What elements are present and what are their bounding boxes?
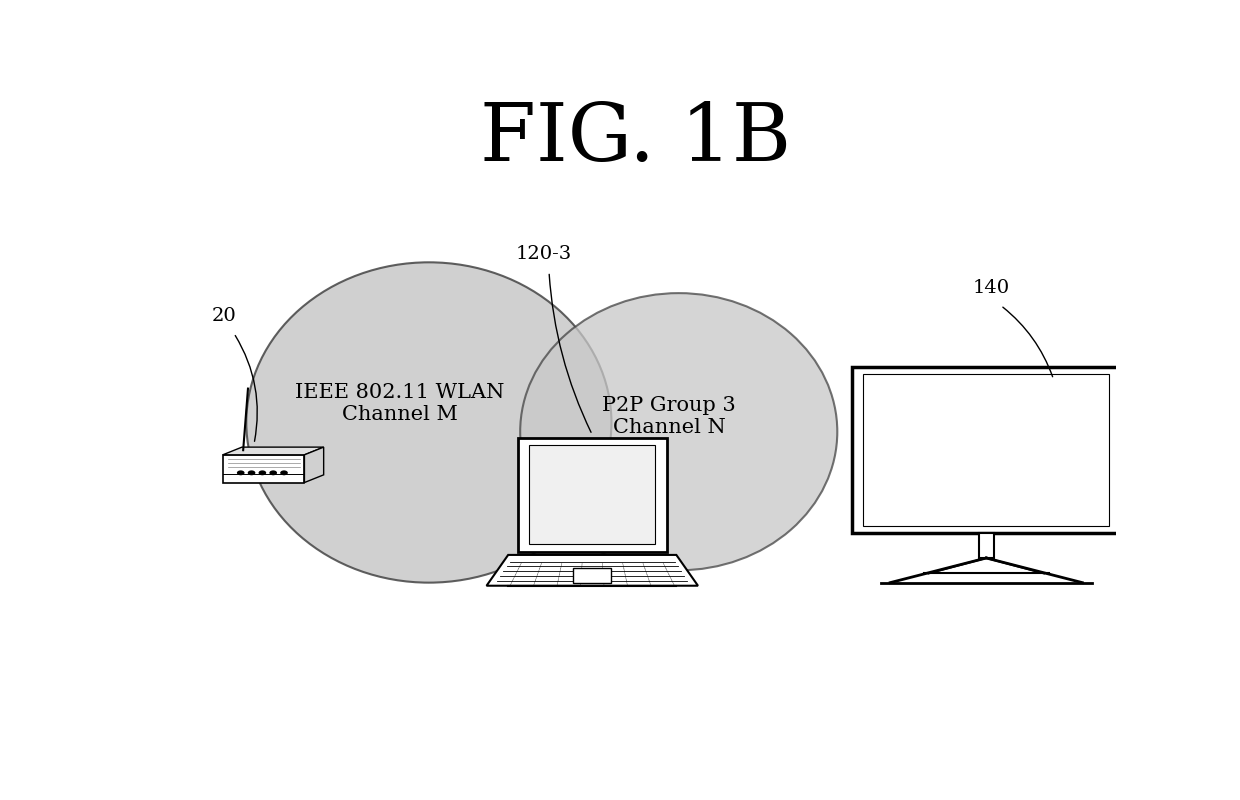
Bar (852, 367, 1121, 534)
Text: 140: 140 (972, 279, 1009, 297)
Text: 20: 20 (212, 307, 237, 325)
Ellipse shape (247, 262, 611, 582)
Text: 120-3: 120-3 (516, 246, 573, 263)
Circle shape (248, 470, 255, 475)
Text: IEEE 802.11 WLAN
Channel M: IEEE 802.11 WLAN Channel M (295, 383, 505, 425)
Bar (529, 446, 655, 545)
Polygon shape (223, 455, 305, 482)
Text: FIG. 1B: FIG. 1B (480, 100, 791, 178)
Polygon shape (518, 438, 667, 552)
Circle shape (237, 470, 244, 475)
Bar (978, 534, 994, 558)
Bar (573, 568, 611, 583)
Circle shape (280, 470, 288, 475)
Polygon shape (486, 555, 698, 586)
Text: P2P Group 3
Channel N: P2P Group 3 Channel N (603, 396, 737, 437)
Circle shape (258, 470, 267, 475)
Circle shape (269, 470, 277, 475)
Polygon shape (305, 447, 324, 482)
Ellipse shape (521, 293, 837, 570)
Bar (863, 374, 1110, 526)
Polygon shape (223, 447, 324, 455)
